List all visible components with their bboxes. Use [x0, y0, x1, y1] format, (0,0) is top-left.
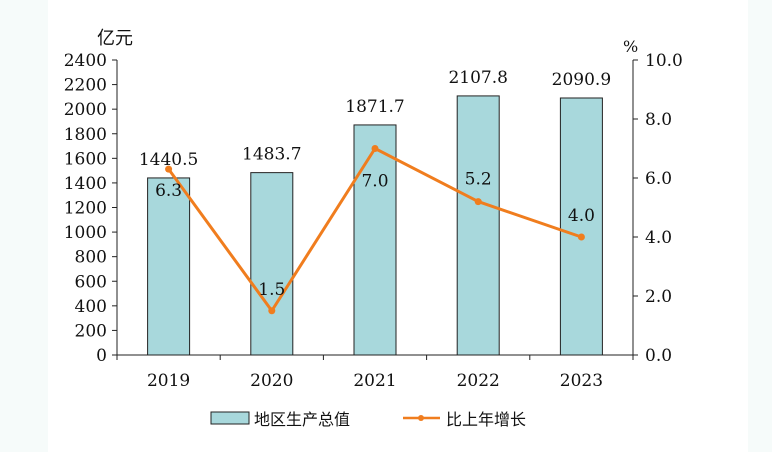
left-tick-label: 1800	[64, 125, 107, 145]
right-tick-label: 0.0	[645, 346, 672, 366]
bar-series	[147, 95, 603, 356]
legend-bar-label: 地区生产总值	[254, 410, 350, 429]
left-axis-unit: 亿元	[97, 28, 133, 49]
line-point	[371, 145, 379, 152]
line-point	[474, 198, 482, 206]
right-tick-label: 6.0	[645, 169, 672, 189]
bar	[147, 177, 191, 356]
x-tick-label: 2021	[353, 371, 396, 391]
axes	[116, 60, 634, 356]
left-tick-label: 1600	[64, 149, 107, 169]
x-tick-label: 2022	[457, 371, 500, 391]
line-value-label: 4.0	[568, 206, 595, 226]
left-tick-label: 800	[75, 248, 107, 268]
right-tick-label: 10.0	[645, 51, 683, 71]
left-tick-label: 2400	[64, 51, 107, 71]
legend-bar-swatch	[210, 411, 250, 425]
left-tick-label: 1400	[64, 174, 107, 194]
left-tick-label: 0	[96, 346, 107, 366]
bar	[353, 124, 397, 356]
right-tick-label: 2.0	[645, 287, 672, 307]
bar-value-label: 1440.5	[139, 150, 198, 170]
x-tick-label: 2020	[250, 371, 293, 391]
bar	[456, 95, 500, 356]
right-tick-label: 4.0	[645, 228, 672, 248]
bar-value-label: 1483.7	[242, 145, 301, 165]
x-tick-label: 2019	[147, 371, 190, 391]
x-tick-label: 2023	[560, 371, 603, 391]
left-axis-ticks: 0 200 400 600 800 1000 1200 1400 1600 1800 2000 220…	[64, 51, 117, 366]
line-series	[165, 145, 585, 315]
line-value-label: 6.3	[155, 181, 182, 201]
legend: 地区生产总值 比上年增长	[210, 410, 526, 429]
bar	[250, 172, 294, 356]
right-axis-ticks: 0.0 2.0 4.0 6.0 8.0 10.0	[633, 51, 683, 366]
line-data-labels: 6.3 1.5 7.0 5.2 4.0	[155, 170, 595, 300]
line-value-label: 1.5	[258, 280, 285, 300]
line-point	[268, 307, 276, 315]
bar	[559, 97, 603, 356]
legend-line-label: 比上年增长	[446, 410, 526, 429]
left-tick-label: 600	[75, 272, 107, 292]
bar-value-label: 2090.9	[552, 70, 611, 90]
left-tick-label: 1000	[64, 223, 107, 243]
right-tick-label: 8.0	[645, 110, 672, 130]
right-axis-unit: %	[623, 37, 638, 56]
line-point	[577, 233, 585, 241]
left-tick-label: 2000	[64, 100, 107, 120]
line-point	[165, 165, 173, 173]
line-value-label: 5.2	[465, 170, 492, 190]
x-axis-ticks: 2019 2020 2021 2022 2023	[116, 355, 634, 391]
left-tick-label: 400	[75, 297, 107, 317]
left-tick-label: 200	[75, 321, 107, 341]
bar-value-label: 2107.8	[448, 68, 507, 88]
bar-data-labels: 1440.5 1483.7 1871.7 2107.8 2090.9	[139, 68, 611, 170]
left-tick-label: 1200	[64, 199, 107, 219]
bar-value-label: 1871.7	[345, 97, 404, 117]
line-value-label: 7.0	[361, 172, 388, 192]
legend-line-marker	[418, 415, 424, 421]
left-tick-label: 2200	[64, 76, 107, 96]
